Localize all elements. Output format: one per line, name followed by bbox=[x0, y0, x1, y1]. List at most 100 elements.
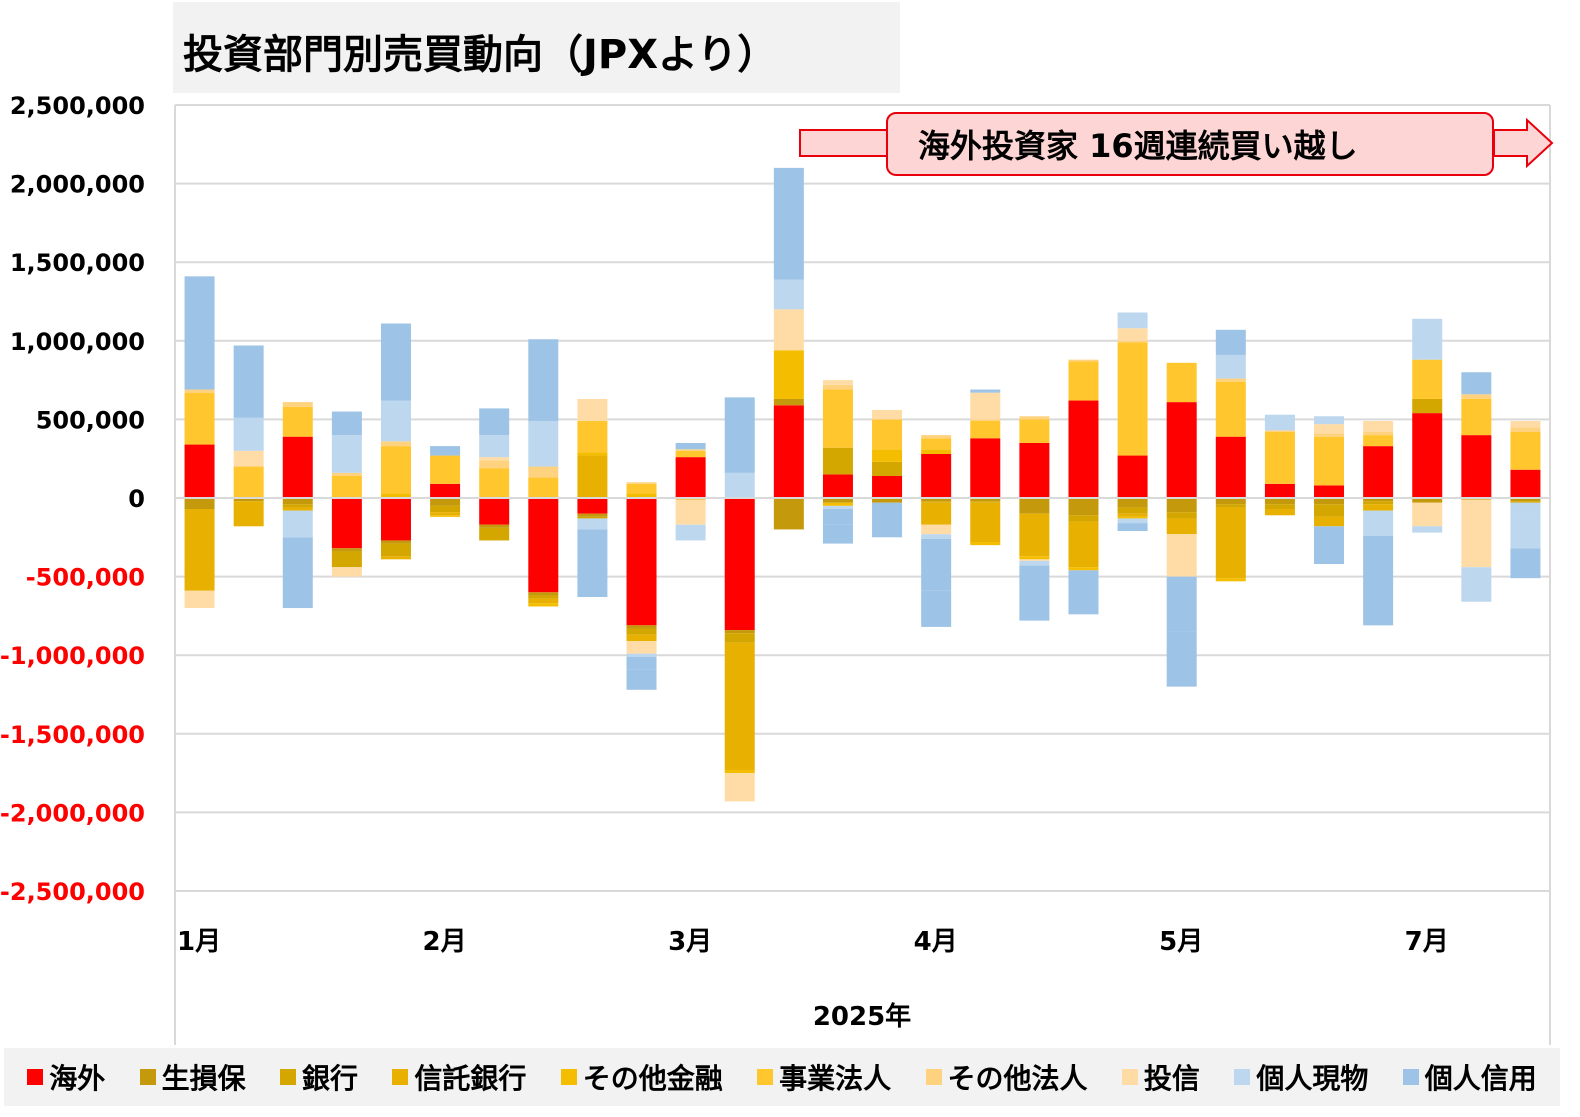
bar-segment bbox=[1510, 548, 1541, 579]
bar-segment bbox=[724, 630, 755, 634]
bar-segment bbox=[1264, 483, 1295, 498]
bar-segment bbox=[872, 461, 903, 476]
bar-segment bbox=[430, 455, 461, 484]
bar-segment bbox=[1117, 455, 1148, 498]
legend-item: 事業法人 bbox=[757, 1057, 891, 1097]
bar-segment bbox=[822, 384, 853, 390]
bar-segment bbox=[1510, 502, 1541, 519]
bar-segment bbox=[1461, 567, 1492, 602]
bar-segment bbox=[773, 279, 804, 310]
bar-segment bbox=[1510, 518, 1541, 549]
legend-item: 信託銀行 bbox=[392, 1057, 526, 1097]
bar-segment bbox=[528, 603, 559, 607]
bar-segment bbox=[380, 556, 411, 560]
bar-segment bbox=[184, 444, 215, 498]
bar-segment bbox=[380, 446, 411, 494]
legend-label: 信託銀行 bbox=[414, 1062, 527, 1095]
x-axis-title: 2025年 bbox=[813, 1001, 911, 1032]
bar-segment bbox=[430, 512, 461, 516]
bar-segment bbox=[184, 498, 215, 510]
bar-segment bbox=[1510, 498, 1541, 502]
bar-segment bbox=[479, 524, 510, 528]
legend-item: その他法人 bbox=[925, 1057, 1088, 1097]
bar-segment bbox=[773, 167, 804, 280]
y-tick-label: 1,500,000 bbox=[10, 249, 145, 277]
bar-segment bbox=[528, 498, 559, 593]
bar-segment bbox=[233, 450, 264, 467]
stacked-bar-chart: 2,500,000 2,000,000 1,500,000 1,000,000 500,… bbox=[0, 92, 1554, 1045]
bar-segment bbox=[1461, 435, 1492, 498]
bar-segment bbox=[724, 773, 755, 802]
bar-segment bbox=[921, 438, 952, 450]
bar-segment bbox=[822, 389, 853, 448]
bar-segment bbox=[970, 501, 1001, 503]
bar-segment bbox=[822, 505, 853, 510]
bar-segment bbox=[577, 516, 608, 519]
bar-segment bbox=[822, 524, 853, 544]
bar-segment bbox=[675, 457, 706, 498]
legend-item: 海外 bbox=[27, 1057, 105, 1097]
legend-label: 海外 bbox=[49, 1062, 106, 1095]
bar-segment bbox=[479, 468, 510, 498]
legend-label: 銀行 bbox=[301, 1062, 358, 1095]
bar-segment bbox=[331, 498, 362, 549]
y-tick-label: -2,000,000 bbox=[0, 799, 145, 827]
legend-label: 個人現物 bbox=[1256, 1062, 1369, 1095]
bar-segment bbox=[1117, 523, 1148, 532]
bar-segment bbox=[1166, 576, 1197, 632]
bar-segment bbox=[872, 419, 903, 450]
bar-segment bbox=[430, 505, 461, 513]
bar-segment bbox=[1019, 559, 1050, 561]
bar-segment bbox=[577, 513, 608, 517]
bar-segment bbox=[1166, 362, 1197, 403]
bar-segment bbox=[921, 538, 952, 591]
legend-label: 生損保 bbox=[161, 1062, 246, 1095]
bar-segment bbox=[1068, 521, 1099, 568]
bar-segment bbox=[528, 477, 559, 498]
bar-segment bbox=[1363, 501, 1394, 505]
legend-label: 投信 bbox=[1143, 1062, 1200, 1095]
bar-segment bbox=[872, 475, 903, 498]
bar-segment bbox=[626, 653, 657, 657]
bar-segment bbox=[331, 411, 362, 436]
bar-segment bbox=[724, 472, 755, 498]
bar-segment bbox=[1314, 516, 1345, 527]
bar-segment bbox=[970, 419, 1001, 421]
bar-segment bbox=[1117, 507, 1148, 514]
bar-segment bbox=[1264, 504, 1295, 510]
bar-segment bbox=[1117, 516, 1148, 519]
bar-segment bbox=[528, 598, 559, 604]
bar-segment bbox=[1215, 578, 1246, 582]
bar-segment bbox=[822, 447, 853, 475]
bar-segment bbox=[1019, 498, 1050, 514]
bar-segment bbox=[1068, 359, 1099, 362]
bar-segment bbox=[626, 482, 657, 484]
bar-segment bbox=[1510, 431, 1541, 470]
bar-segment bbox=[1068, 498, 1099, 516]
arrow-right-icon bbox=[1493, 117, 1554, 169]
bar-segment bbox=[1117, 342, 1148, 456]
legend-label: 個人信用 bbox=[1424, 1062, 1537, 1095]
legend-label: その他法人 bbox=[947, 1062, 1088, 1095]
bar-segment bbox=[921, 502, 952, 525]
bar-segment bbox=[1363, 504, 1394, 511]
bar-segment bbox=[822, 380, 853, 385]
bar-segment bbox=[773, 498, 804, 530]
bar-segment bbox=[184, 389, 215, 393]
bar-segment bbox=[1363, 446, 1394, 498]
legend-swatch bbox=[139, 1069, 156, 1085]
bar-segment bbox=[822, 509, 853, 525]
bar-segment bbox=[1412, 502, 1443, 527]
bar-segment bbox=[1264, 498, 1295, 505]
bar-segment bbox=[577, 498, 608, 514]
bar-segment bbox=[1314, 526, 1345, 565]
bar-segment bbox=[675, 450, 706, 458]
bar-segment bbox=[528, 420, 559, 467]
bar-segment bbox=[1363, 420, 1394, 432]
legend-item: 投信 bbox=[1121, 1057, 1200, 1097]
bar-segment bbox=[1166, 498, 1197, 513]
bar-segment bbox=[1068, 361, 1099, 401]
bar-segment bbox=[380, 498, 411, 541]
y-tick-label: 2,500,000 bbox=[10, 92, 145, 120]
legend-swatch bbox=[925, 1069, 942, 1085]
